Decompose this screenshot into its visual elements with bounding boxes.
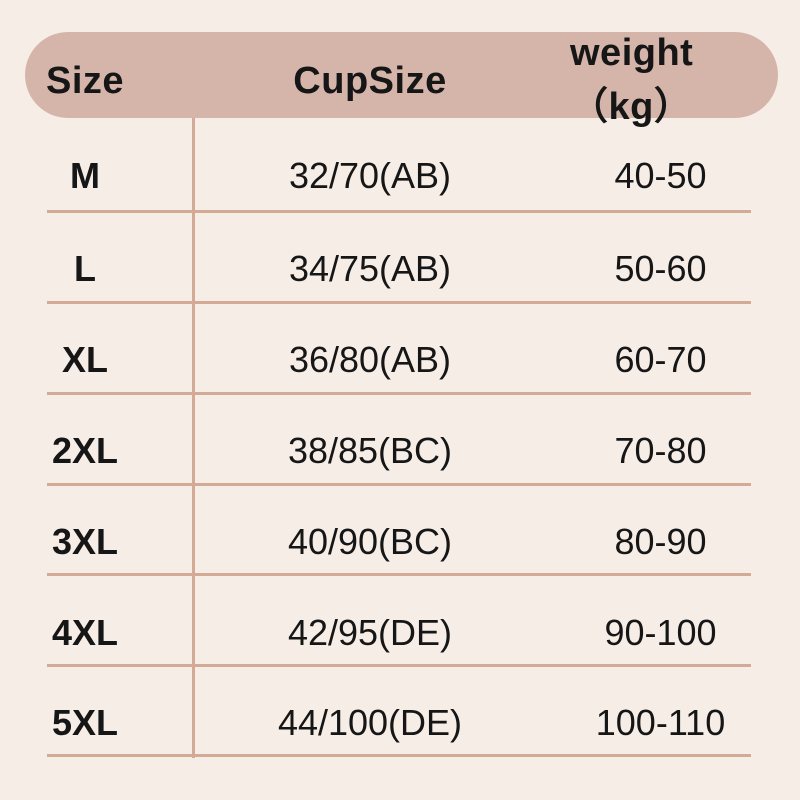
column-header-weight: weight（kg）: [570, 32, 694, 128]
row-divider: [47, 301, 751, 304]
weight-cell: 60-70: [614, 338, 707, 380]
size-cell: L: [74, 247, 96, 289]
cupsize-cell: 36/80(AB): [288, 338, 452, 380]
size-cell: 4XL: [51, 611, 119, 653]
row-divider: [47, 664, 751, 667]
column-header-cupsize: CupSize: [293, 59, 447, 102]
cupsize-cell: 42/95(DE): [287, 611, 453, 653]
header-row: Size CupSize weight（kg）: [0, 32, 751, 128]
header-row-background: [25, 32, 778, 118]
size-cell: XL: [61, 338, 108, 380]
size-cell: 2XL: [51, 429, 119, 471]
weight-cell: 100-110: [595, 702, 726, 743]
cupsize-cell: 38/85(BC): [287, 429, 453, 471]
cupsize-cell: 44/100(DE): [277, 702, 463, 743]
cupsize-cell: 40/90(BC): [287, 520, 453, 562]
size-table-body: M 32/70(AB) 40-50 L 34/75(AB) 50-60 XL 3…: [0, 118, 751, 757]
weight-cell: 40-50: [614, 155, 707, 196]
weight-cell: 50-60: [614, 247, 707, 289]
weight-cell: 80-90: [614, 520, 707, 562]
column-divider: [192, 118, 195, 758]
cupsize-cell: 32/70(AB): [288, 155, 452, 196]
weight-cell: 90-100: [604, 611, 717, 653]
row-divider: [47, 754, 751, 757]
column-header-size: Size: [45, 59, 125, 102]
size-cell: 5XL: [51, 702, 119, 743]
cupsize-cell: 34/75(AB): [288, 247, 452, 289]
row-divider: [47, 573, 751, 576]
row-divider: [47, 392, 751, 395]
weight-cell: 70-80: [614, 429, 707, 471]
row-divider: [47, 483, 751, 486]
row-divider: [47, 210, 751, 213]
size-cell: 3XL: [51, 520, 119, 562]
size-cell: M: [70, 155, 100, 196]
